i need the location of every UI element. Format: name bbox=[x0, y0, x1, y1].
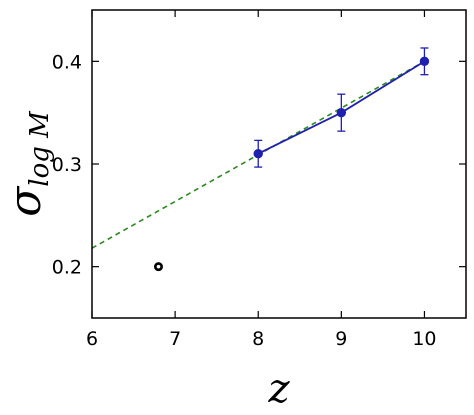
y-tick-label: 0.2 bbox=[52, 257, 82, 279]
y-axis-label-sigma: σ bbox=[0, 185, 51, 217]
x-tick-label: 7 bbox=[169, 328, 181, 350]
x-tick-label: 8 bbox=[252, 328, 264, 350]
x-tick-label: 10 bbox=[412, 328, 436, 350]
series-group bbox=[92, 47, 430, 272]
ring-marker-inner bbox=[156, 264, 161, 269]
y-tick-label: 0.3 bbox=[52, 154, 82, 176]
plot-area bbox=[92, 47, 430, 272]
x-axis-label: z bbox=[267, 366, 290, 412]
x-tick-label: 9 bbox=[335, 328, 347, 350]
plot-frame bbox=[91, 9, 467, 319]
data-point bbox=[253, 149, 263, 159]
y-axis-label: σlog M bbox=[0, 110, 55, 217]
axis-labels: z σlog M bbox=[0, 110, 290, 412]
x-tick-label: 6 bbox=[86, 328, 98, 350]
data-point bbox=[336, 107, 347, 118]
axis-ticks: 6 7 8 9 10 0.2 0.3 0.4 bbox=[52, 10, 466, 350]
y-axis-label-subscript: log M bbox=[25, 110, 55, 187]
y-tick-label: 0.4 bbox=[52, 51, 82, 73]
data-point bbox=[419, 56, 430, 67]
